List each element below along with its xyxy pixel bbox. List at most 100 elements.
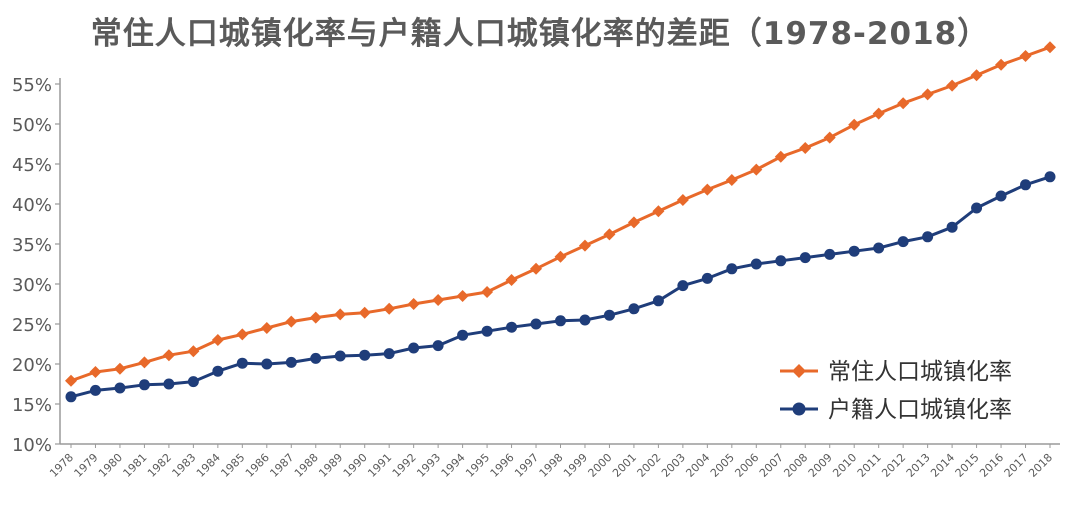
data-point (872, 107, 885, 120)
x-tick-label: 2015 (953, 451, 982, 480)
data-point (971, 202, 983, 214)
series-2 (65, 171, 1056, 403)
y-tick-label: 35% (12, 235, 52, 256)
data-point (358, 306, 371, 319)
data-point (652, 295, 664, 307)
data-point (334, 308, 347, 321)
x-tick-label: 1991 (365, 451, 394, 480)
x-tick-label: 1989 (316, 451, 345, 480)
x-tick-label: 1980 (96, 451, 125, 480)
x-tick-label: 1993 (414, 451, 443, 480)
data-point (848, 118, 861, 131)
data-point (260, 322, 273, 334)
x-tick-label: 1987 (267, 451, 296, 480)
data-point (921, 88, 934, 101)
x-tick-label: 2010 (830, 451, 859, 480)
x-tick-label: 2018 (1026, 451, 1055, 480)
legend-item: 户籍人口城镇化率 (780, 397, 1012, 423)
x-tick-label: 1998 (537, 451, 566, 480)
x-tick-label: 2011 (855, 451, 884, 480)
data-point (383, 302, 396, 315)
data-point (578, 239, 591, 252)
x-tick-label: 1997 (512, 451, 541, 480)
data-point (628, 303, 640, 315)
data-point (677, 280, 689, 292)
y-tick-label: 25% (12, 315, 52, 336)
data-point (824, 248, 836, 260)
data-point (285, 315, 298, 328)
data-point (407, 298, 420, 310)
data-point (89, 366, 102, 378)
data-point (138, 356, 151, 369)
x-tick-label: 1992 (390, 451, 419, 480)
data-point (603, 309, 615, 321)
x-tick-label: 1996 (488, 451, 517, 480)
data-point (775, 255, 787, 267)
data-point (89, 384, 101, 396)
x-tick-label: 1990 (341, 451, 370, 480)
data-point (530, 262, 543, 275)
x-tick-label: 2003 (659, 451, 688, 480)
data-point (774, 150, 787, 163)
y-tick-label: 40% (12, 195, 52, 216)
data-point (457, 329, 469, 341)
data-point (799, 142, 812, 154)
data-point (603, 228, 616, 241)
x-tick-label: 2000 (586, 451, 615, 480)
y-tick-label: 45% (12, 155, 52, 176)
legend-label: 常住人口城镇化率 (828, 359, 1012, 385)
data-point (922, 231, 934, 243)
data-point (995, 190, 1007, 202)
data-point (309, 311, 322, 324)
data-point (1044, 171, 1056, 183)
data-point (506, 321, 518, 333)
y-tick-label: 30% (12, 275, 52, 296)
series-group (65, 41, 1056, 403)
data-point (163, 378, 175, 390)
data-point (334, 350, 346, 362)
x-tick-label: 2002 (635, 451, 664, 480)
x-tick-label: 2016 (977, 451, 1006, 480)
data-point (114, 382, 126, 394)
data-point (65, 391, 77, 403)
chart-title: 常住人口城镇化率与户籍人口城镇化率的差距（1978-2018） (90, 16, 990, 52)
data-point (481, 286, 494, 298)
data-point (310, 352, 322, 364)
y-tick-label: 15% (12, 395, 52, 416)
data-point (530, 318, 542, 330)
x-tick-label: 1983 (170, 451, 199, 480)
data-point (187, 376, 199, 388)
legend-item: 常住人口城镇化率 (780, 359, 1012, 385)
data-point (995, 58, 1008, 71)
x-tick-label: 1999 (561, 451, 590, 480)
x-tick-label: 2007 (757, 451, 786, 480)
x-tick-label: 1981 (121, 451, 150, 480)
data-point (897, 236, 909, 248)
x-tick-label: 2017 (1002, 451, 1031, 480)
data-point (505, 274, 518, 286)
data-point (970, 69, 983, 82)
x-tick-label: 2014 (928, 451, 957, 480)
data-point (432, 294, 445, 306)
legend-marker (792, 402, 806, 416)
data-point (823, 131, 836, 144)
data-point (383, 348, 395, 360)
data-point (579, 314, 591, 326)
y-tick-label: 10% (12, 435, 52, 456)
data-point (946, 79, 959, 92)
x-tick-label: 1995 (463, 451, 492, 480)
data-point (432, 340, 444, 352)
data-point (236, 328, 249, 341)
data-point (113, 362, 126, 375)
series-1 (65, 41, 1056, 387)
x-tick-label: 2006 (732, 451, 761, 480)
y-tick-label: 55% (12, 75, 52, 96)
data-point (1020, 179, 1032, 191)
data-point (1019, 50, 1032, 62)
data-point (285, 356, 297, 368)
data-point (848, 245, 860, 257)
x-tick-label: 1985 (218, 451, 247, 480)
x-tick-label: 2008 (781, 451, 810, 480)
x-tick-label: 1984 (194, 451, 223, 480)
